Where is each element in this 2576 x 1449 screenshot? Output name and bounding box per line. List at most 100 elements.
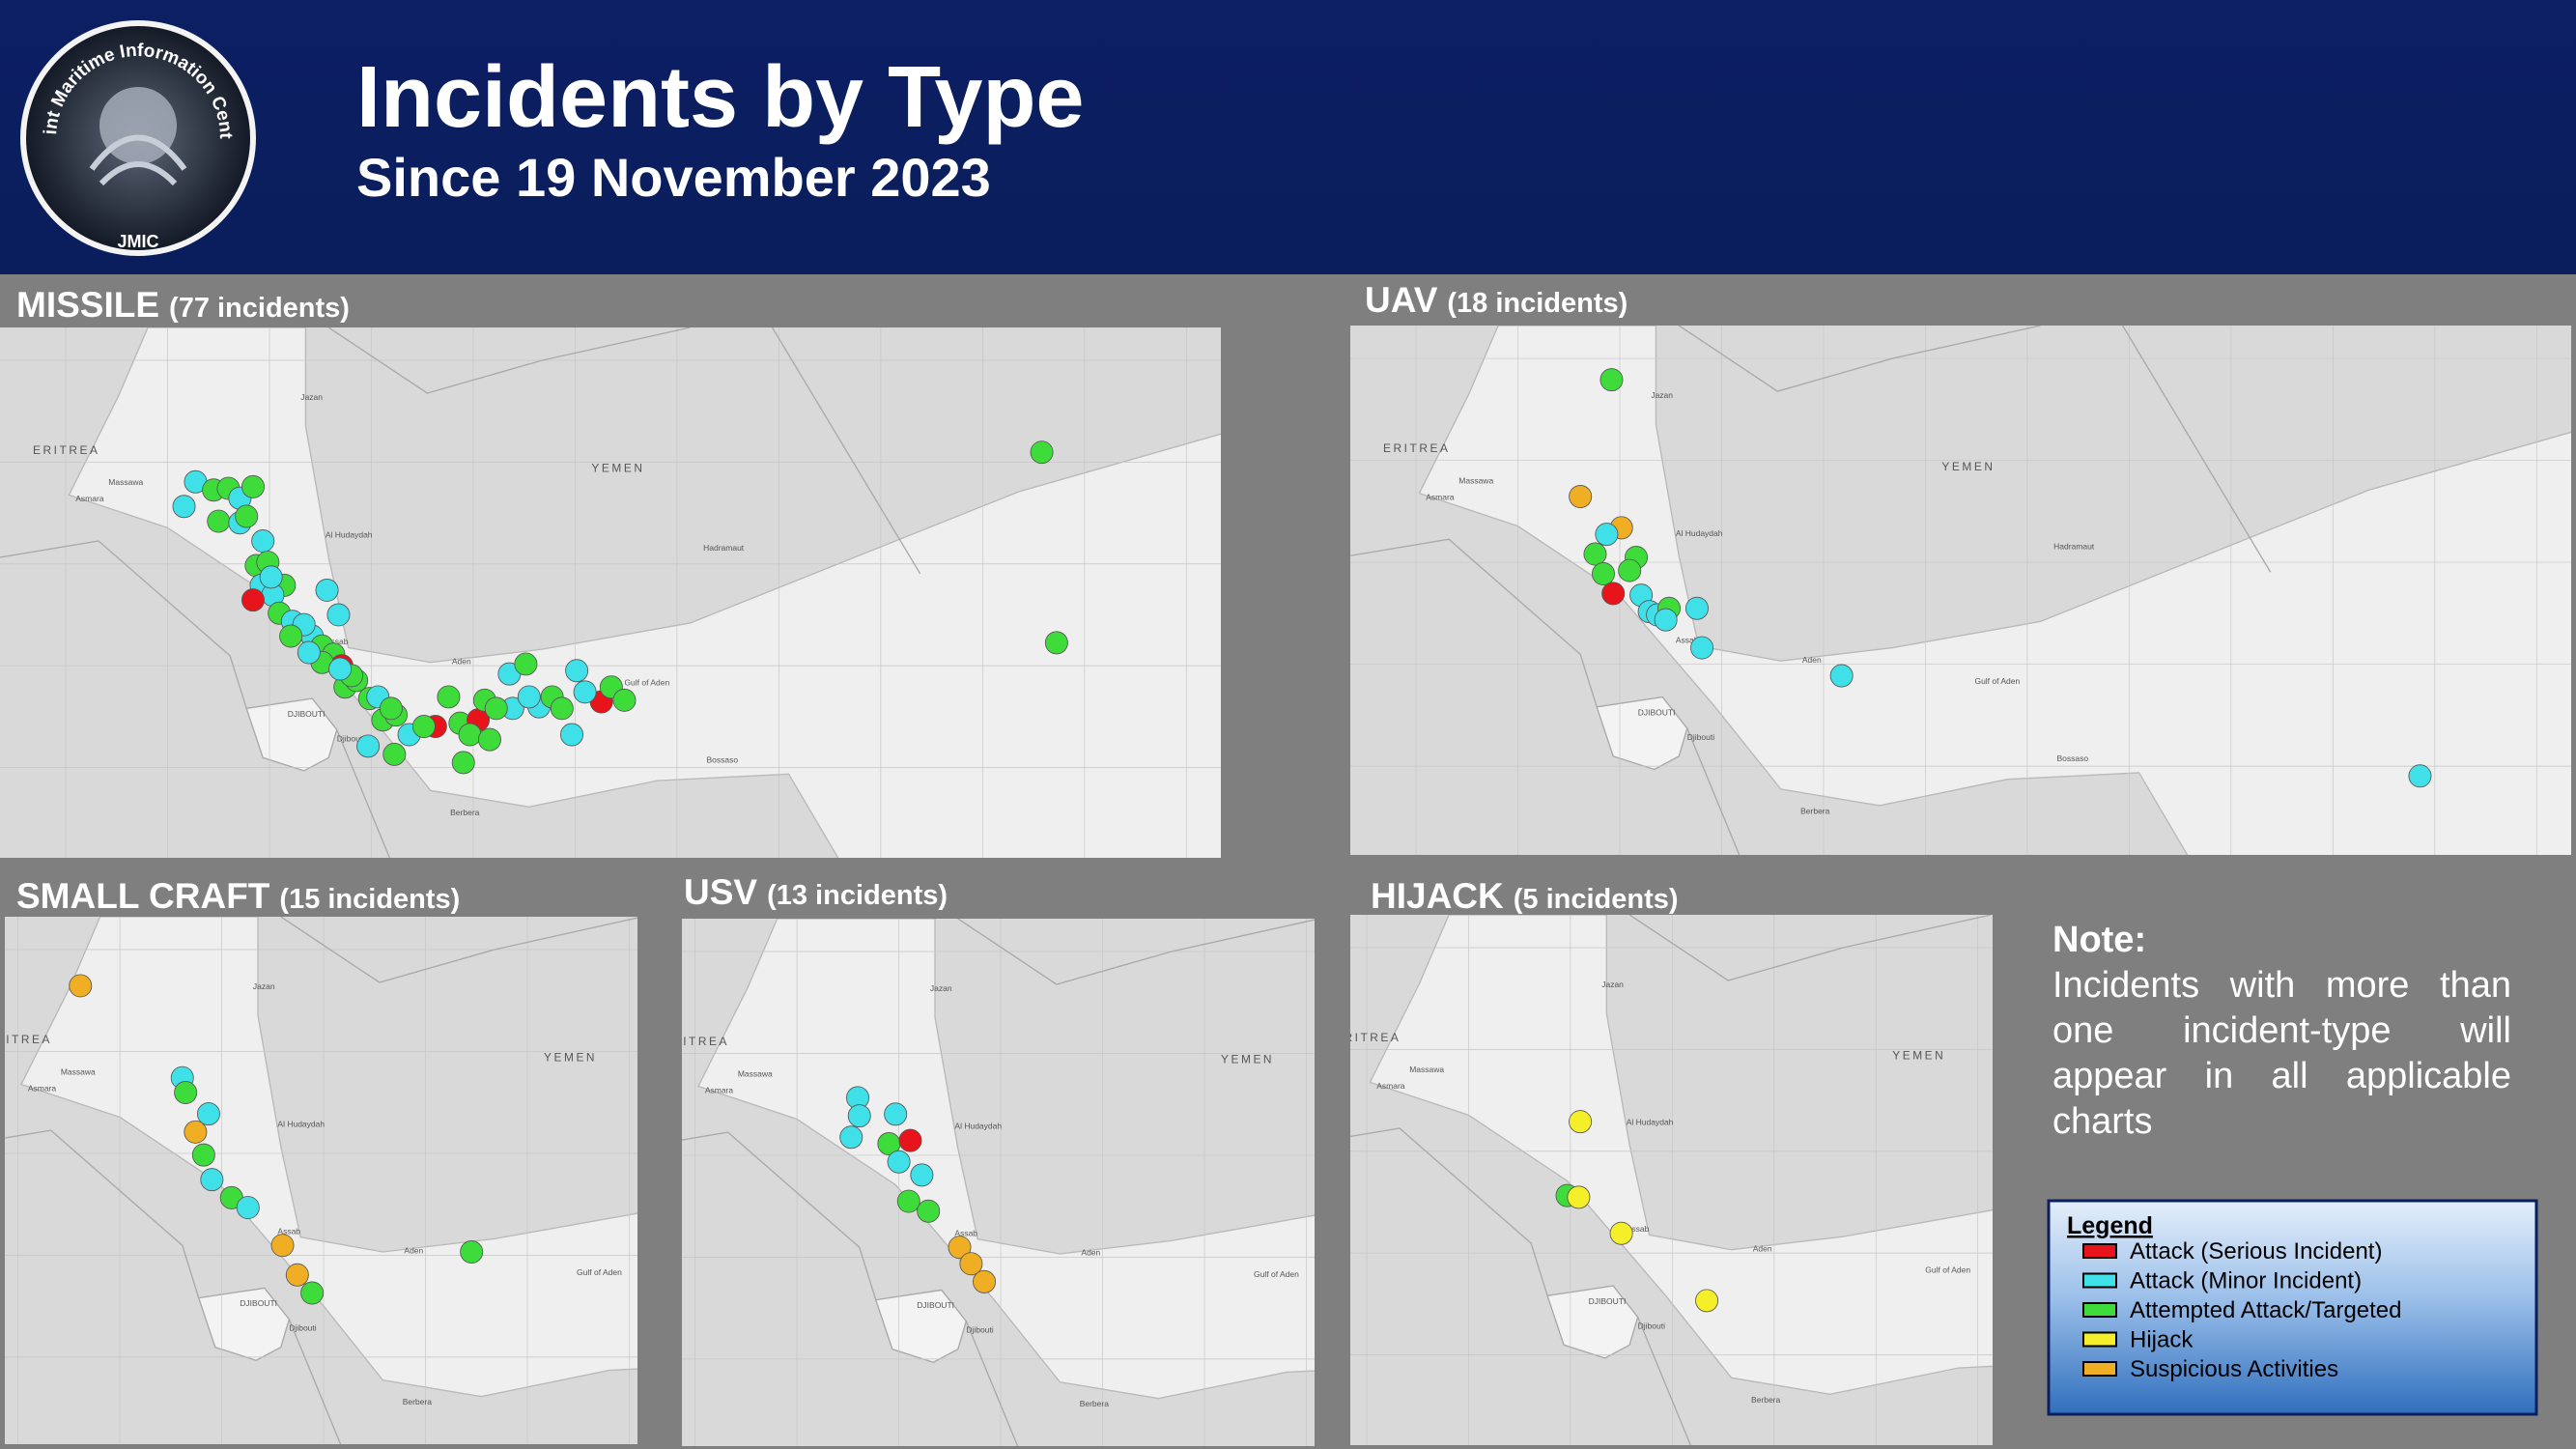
panel-title: USV (13 incidents)	[684, 872, 948, 912]
incident-marker	[1618, 558, 1642, 582]
map-label: Massawa	[61, 1066, 96, 1076]
legend-swatch	[2082, 1331, 2117, 1348]
incident-marker	[1591, 561, 1615, 585]
map-label: Assab	[1627, 1224, 1650, 1234]
panel-title: HIJACK (5 incidents)	[1371, 876, 1679, 916]
incident-marker	[235, 504, 259, 528]
panel-count: (77 incidents)	[169, 293, 350, 324]
panel-name: USV	[684, 872, 757, 912]
map-label: Jazan	[1601, 980, 1624, 989]
map-label: Assab	[277, 1226, 300, 1236]
panel-title: MISSILE (77 incidents)	[16, 285, 350, 325]
map-djibouti	[197, 1287, 291, 1361]
map-label: YEMEN	[1221, 1053, 1274, 1066]
map-label: Assab	[954, 1228, 977, 1237]
incident-marker	[477, 727, 501, 752]
incident-marker	[184, 1120, 208, 1144]
map-label: Massawa	[738, 1068, 773, 1078]
legend-label: Attack (Serious Incident)	[2130, 1238, 2382, 1264]
incident-marker	[887, 1150, 911, 1174]
incident-marker	[328, 657, 353, 681]
incident-marker	[847, 1104, 871, 1128]
incident-marker	[251, 528, 275, 553]
incident-marker	[550, 696, 574, 721]
map-label: Aden	[404, 1246, 423, 1256]
logo-label: JMIC	[117, 232, 158, 251]
panel-count: (18 incidents)	[1447, 288, 1628, 319]
incident-marker	[910, 1163, 934, 1187]
legend-label: Attack (Minor Incident)	[2130, 1268, 2362, 1294]
incident-marker	[1569, 1110, 1593, 1134]
map-label: Aden	[1753, 1243, 1772, 1253]
incident-marker	[839, 1125, 863, 1150]
map-label: Bossaso	[2007, 1342, 2039, 1351]
map-label: YEMEN	[591, 462, 644, 475]
incident-marker	[948, 1236, 972, 1260]
incident-marker	[241, 474, 265, 498]
map: ERITREA YEMEN Asmara Massawa Jazan Al Hudayda…	[0, 327, 1221, 858]
map-label: Gulf of Aden	[1254, 1269, 1299, 1279]
incident-marker	[458, 723, 482, 747]
incident-marker	[1030, 440, 1054, 465]
map-label: Djibouti	[1687, 732, 1714, 742]
legend-label: Suspicious Activities	[2130, 1356, 2338, 1382]
incident-marker	[1599, 368, 1624, 392]
note: Note: Incidents with more than one incid…	[2052, 918, 2511, 1145]
map-label: Bossaso	[707, 754, 739, 764]
logo-emblem	[99, 87, 177, 164]
map-label: YEMEN	[1941, 460, 1995, 473]
map-label: Djibouti	[1638, 1321, 1665, 1330]
map-label: Aden	[1081, 1248, 1100, 1258]
map-label: Berbera	[1751, 1395, 1781, 1405]
map-label: Al Hudaydah	[1676, 528, 1723, 538]
map-label: Berbera	[403, 1397, 433, 1406]
incident-marker	[973, 1269, 997, 1293]
panel-title: UAV (18 incidents)	[1365, 280, 1628, 320]
panel-count: (5 incidents)	[1514, 884, 1679, 915]
incident-marker	[1690, 636, 1714, 660]
map-sea	[697, 919, 1315, 1400]
panel-title: SMALL CRAFT (15 incidents)	[16, 876, 460, 916]
logo-tentacles	[89, 134, 187, 186]
legend-swatch	[2082, 1243, 2117, 1259]
map-label: Al Hudaydah	[326, 530, 373, 540]
incident-marker	[279, 624, 303, 648]
map-label: Aden	[452, 656, 471, 666]
map-border	[5, 917, 637, 1444]
incident-marker	[1654, 608, 1678, 632]
map-label: Gulf of Aden	[577, 1267, 622, 1277]
legend: Legend Attack (Serious Incident) Attack (…	[2047, 1199, 2538, 1416]
map-label: Berbera	[1800, 806, 1830, 815]
legend-swatch	[2082, 1361, 2117, 1377]
incident-marker	[1595, 523, 1619, 547]
map-label: Bossaso	[2057, 753, 2089, 763]
incident-marker	[959, 1252, 983, 1276]
map-label: DJIBOUTI	[917, 1300, 954, 1310]
incident-marker	[69, 974, 93, 998]
map-label: ERITREA	[663, 1035, 729, 1048]
incident-marker	[172, 495, 196, 519]
map-geography: ERITREA YEMEN Asmara Massawa Jazan Al Hudayda…	[1350, 915, 2046, 1445]
incident-marker	[437, 685, 461, 709]
incident-marker	[612, 688, 637, 712]
legend-swatch	[2082, 1272, 2117, 1289]
incident-marker	[896, 1189, 920, 1213]
incident-marker	[884, 1102, 908, 1126]
incident-marker	[285, 1263, 309, 1287]
map-border	[0, 327, 921, 858]
map-label: Asmara	[705, 1085, 734, 1094]
map-djibouti	[245, 697, 338, 772]
incident-marker	[236, 1196, 260, 1220]
map-label: Hadramaut	[2004, 1130, 2046, 1140]
map-label: Asmara	[75, 494, 104, 503]
incident-marker	[241, 588, 265, 612]
note-text: Incidents with more than one incident-ty…	[2052, 965, 2511, 1142]
incident-marker	[174, 1081, 198, 1104]
panel-name: HIJACK	[1371, 876, 1504, 916]
map-label: Djibouti	[966, 1325, 993, 1335]
map-label: Berbera	[450, 808, 480, 817]
incident-marker	[898, 1128, 922, 1152]
map-label: Al Hudaydah	[954, 1122, 1002, 1131]
map-label: DJIBOUTI	[288, 709, 326, 719]
